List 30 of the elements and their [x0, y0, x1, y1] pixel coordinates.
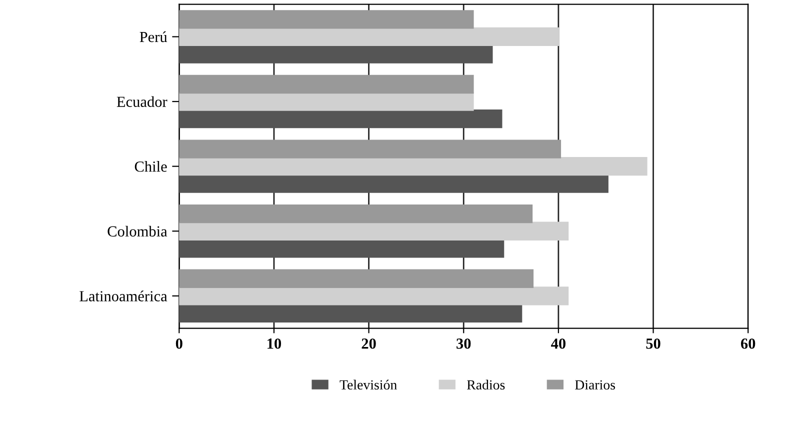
bar — [179, 222, 569, 240]
x-tick-label: 10 — [268, 338, 282, 349]
bar — [179, 10, 474, 29]
bar — [179, 74, 474, 94]
y-tick-label: Perú — [140, 31, 168, 42]
bar — [179, 44, 493, 64]
bar — [179, 269, 534, 288]
bar — [179, 286, 569, 306]
bar — [179, 27, 560, 46]
bar — [179, 204, 533, 224]
y-tick-label: Ecuador — [116, 96, 168, 107]
x-tick-label: 30 — [456, 338, 471, 349]
bar — [179, 92, 474, 111]
legend-label: Televisión — [340, 380, 397, 390]
bar — [179, 239, 504, 258]
x-tick-label: 60 — [740, 338, 756, 349]
legend-label: Radios — [467, 380, 505, 390]
bar — [179, 156, 648, 176]
x-tick-label: 0 — [176, 338, 182, 349]
bar — [179, 304, 522, 323]
x-tick-label: 40 — [551, 338, 566, 349]
x-tick-label: 50 — [646, 338, 660, 349]
bar — [179, 140, 562, 158]
bar — [179, 109, 502, 128]
y-tick-label: Latinoamérica — [80, 290, 168, 302]
y-tick-label: Chile — [134, 161, 167, 172]
legend-label: Diarios — [575, 380, 616, 390]
bar — [179, 174, 608, 193]
y-tick-label: Colombia — [108, 226, 168, 237]
x-tick-label: 20 — [362, 338, 376, 349]
